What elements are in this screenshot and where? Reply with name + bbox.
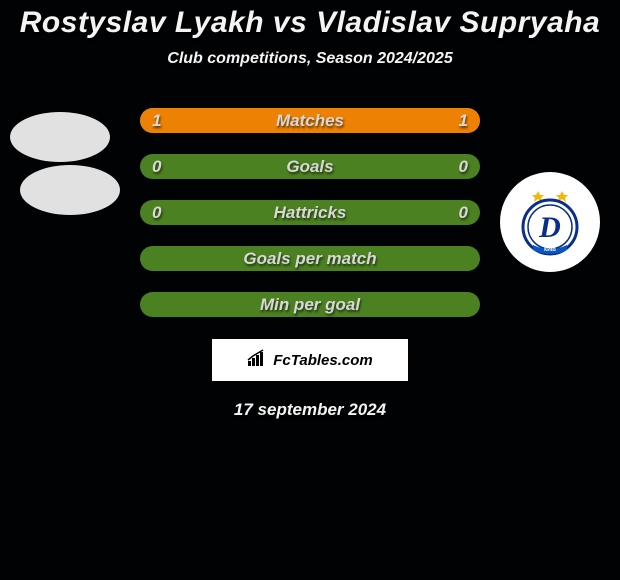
stat-bar-hattricks: 0 Hattricks 0 xyxy=(140,200,480,225)
date-stamp: 17 september 2024 xyxy=(234,400,386,420)
stat-bar-min-per-goal: Min per goal xyxy=(140,292,480,317)
club-logo-right: D КИЇВ xyxy=(500,172,600,272)
infographic: Rostyslav Lyakh vs Vladislav Supryaha Cl… xyxy=(0,0,620,580)
stat-label: Min per goal xyxy=(260,295,360,315)
stat-label: Hattricks xyxy=(274,203,347,223)
attribution-badge: FcTables.com xyxy=(212,339,408,381)
subtitle: Club competitions, Season 2024/2025 xyxy=(167,50,452,68)
svg-text:D: D xyxy=(538,211,561,244)
stat-label: Goals per match xyxy=(243,249,376,269)
stat-bar-matches: 1 Matches 1 xyxy=(140,108,480,133)
stat-label: Goals xyxy=(286,157,333,177)
stat-value-left: 0 xyxy=(152,157,161,177)
svg-text:КИЇВ: КИЇВ xyxy=(544,246,556,253)
stat-value-left: 1 xyxy=(152,111,161,131)
player-badge-left-2 xyxy=(20,165,120,215)
player-badge-left-1 xyxy=(10,112,110,162)
attribution-chart-icon xyxy=(247,349,269,372)
attribution-text: FcTables.com xyxy=(273,352,372,369)
stat-bar-goals: 0 Goals 0 xyxy=(140,154,480,179)
stat-value-left: 0 xyxy=(152,203,161,223)
stat-bar-goals-per-match: Goals per match xyxy=(140,246,480,271)
stat-value-right: 0 xyxy=(459,203,468,223)
page-title: Rostyslav Lyakh vs Vladislav Supryaha xyxy=(20,6,600,40)
stat-value-right: 1 xyxy=(459,111,468,131)
stat-label: Matches xyxy=(276,111,344,131)
stat-value-right: 0 xyxy=(459,157,468,177)
club-logo-graphic: D КИЇВ xyxy=(515,187,585,257)
